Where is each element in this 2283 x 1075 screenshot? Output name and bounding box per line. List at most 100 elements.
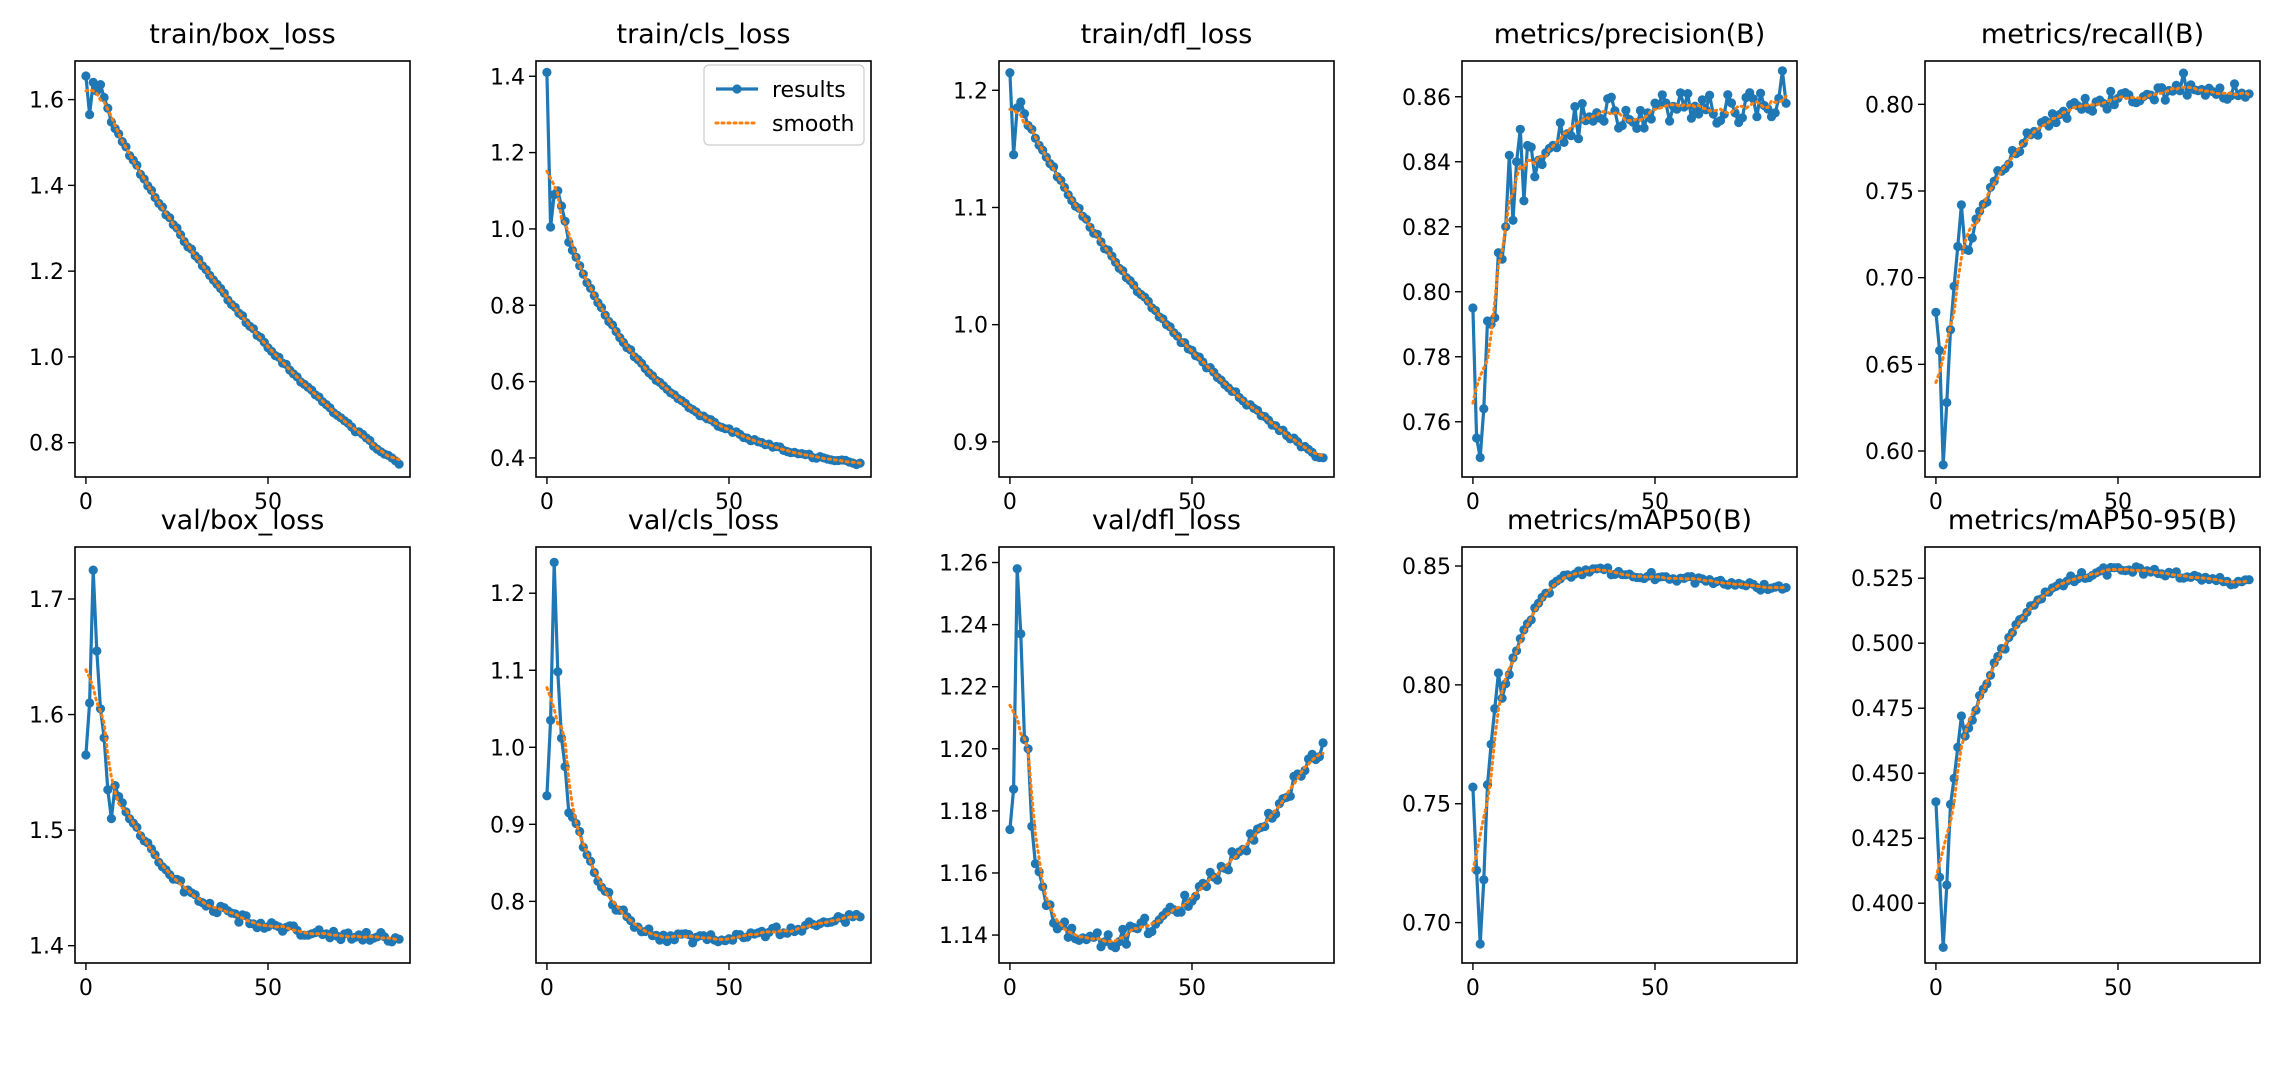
data-point xyxy=(855,912,865,922)
data-point xyxy=(2102,570,2112,580)
chart-title: val/dfl_loss xyxy=(1092,505,1241,536)
x-tick-label: 50 xyxy=(254,976,282,1001)
series-line-smooth xyxy=(1471,567,1788,872)
y-tick-label: 0.80 xyxy=(1865,93,1914,118)
y-tick-label: 1.4 xyxy=(29,935,64,960)
x-tick-label: 0 xyxy=(540,976,554,1001)
data-point xyxy=(1508,215,1518,225)
data-point xyxy=(2157,83,2167,93)
series-line-results xyxy=(1934,565,2250,950)
y-tick-label: 0.85 xyxy=(1402,555,1451,580)
chart-title: train/box_loss xyxy=(149,19,335,50)
chart-train-cls-loss: train/cls_loss 0.4 0.6 0.8 1.0 1.2 1.4 0 50 resul… xyxy=(490,19,872,515)
data-point xyxy=(1092,928,1102,938)
legend-box xyxy=(703,64,865,146)
data-point xyxy=(2062,113,2072,123)
data-point xyxy=(1468,782,1478,792)
data-point xyxy=(361,927,371,938)
data-point xyxy=(2160,95,2170,105)
y-tick-label: 1.4 xyxy=(490,65,525,90)
data-point xyxy=(85,698,95,708)
chart-metrics-precision-b: metrics/precision(B) 0.76 0.78 0.80 0.82 0.84… xyxy=(1402,19,1798,515)
chart-title: metrics/mAP50(B) xyxy=(1507,505,1752,536)
data-point xyxy=(1475,939,1485,949)
data-point xyxy=(1931,307,1941,317)
y-tick-label: 1.6 xyxy=(29,704,64,729)
data-point xyxy=(1016,97,1026,107)
x-tick-label: 50 xyxy=(715,976,743,1001)
data-point xyxy=(1519,196,1529,206)
chart-title: metrics/precision(B) xyxy=(1494,19,1766,50)
data-point xyxy=(1635,105,1645,116)
plot-frame xyxy=(74,60,411,478)
y-tick-label: 0.6 xyxy=(490,371,525,396)
data-point xyxy=(106,814,116,824)
y-tick-label: 0.60 xyxy=(1865,440,1914,465)
x-tick-label: 0 xyxy=(1929,490,1943,515)
data-point xyxy=(1756,88,1766,98)
data-point xyxy=(2051,117,2061,128)
y-tick-label: 1.2 xyxy=(29,260,64,285)
y-tick-label: 1.18 xyxy=(939,800,988,825)
y-tick-label: 1.0 xyxy=(490,218,525,243)
data-point xyxy=(1665,116,1675,126)
data-point xyxy=(85,110,95,120)
data-point xyxy=(2200,90,2210,100)
y-tick-label: 0.425 xyxy=(1851,827,1914,852)
y-tick-label: 0.80 xyxy=(1402,281,1451,306)
data-point xyxy=(1675,88,1686,98)
legend-smooth-label: smooth xyxy=(772,112,854,137)
data-point xyxy=(1140,913,1150,923)
data-point xyxy=(549,557,559,568)
x-tick-label: 50 xyxy=(1641,490,1669,515)
data-point xyxy=(1223,865,1233,875)
data-point xyxy=(2102,104,2112,114)
data-point xyxy=(1573,134,1584,144)
plot-frame xyxy=(535,546,872,964)
data-point xyxy=(1686,113,1696,123)
data-point xyxy=(88,77,98,87)
data-point xyxy=(1956,711,1966,721)
legend-results-label: results xyxy=(772,78,846,103)
series-line-results xyxy=(84,75,401,466)
data-point xyxy=(1212,875,1223,885)
data-point xyxy=(1118,924,1128,935)
y-tick-label: 1.24 xyxy=(939,614,988,639)
series-line-results xyxy=(1008,567,1325,950)
data-point xyxy=(1938,460,1948,470)
y-tick-label: 1.0 xyxy=(29,346,64,371)
x-tick-label: 0 xyxy=(1466,490,1480,515)
data-point xyxy=(1617,121,1627,131)
chart-title: metrics/recall(B) xyxy=(1981,19,2204,50)
data-point xyxy=(1537,159,1547,170)
data-point xyxy=(1726,98,1737,108)
y-tick-label: 0.525 xyxy=(1851,567,1914,592)
data-point xyxy=(1063,932,1073,942)
data-point xyxy=(2178,68,2189,78)
series-line-smooth xyxy=(1008,107,1325,458)
x-tick-label: 0 xyxy=(79,976,93,1001)
x-tick-label: 0 xyxy=(1929,976,1943,1001)
data-point xyxy=(1657,90,1667,100)
data-point xyxy=(1566,131,1576,141)
plot-frame xyxy=(1924,546,2261,964)
chart-title: val/cls_loss xyxy=(628,505,779,536)
data-point xyxy=(394,934,404,944)
legend-results-marker xyxy=(732,84,742,94)
plot-frame xyxy=(1461,60,1798,478)
y-tick-label: 0.70 xyxy=(1865,267,1914,292)
data-point xyxy=(1472,433,1482,443)
y-tick-label: 1.5 xyxy=(29,819,64,844)
y-tick-label: 0.9 xyxy=(953,431,988,456)
data-point xyxy=(2098,563,2108,573)
series-line-smooth xyxy=(84,88,401,461)
data-point xyxy=(95,80,106,90)
y-tick-label: 0.8 xyxy=(29,432,64,457)
data-point xyxy=(1953,241,1963,252)
y-tick-label: 0.80 xyxy=(1402,674,1451,699)
chart-metrics-map50-95-b: metrics/mAP50-95(B) 0.400 0.425 0.450 0.475 0… xyxy=(1851,505,2261,1001)
data-point xyxy=(1964,245,1974,255)
data-point xyxy=(840,917,851,928)
chart-metrics-recall-b: metrics/recall(B) 0.60 0.65 0.70 0.75 0.80 0 50 xyxy=(1865,19,2261,515)
